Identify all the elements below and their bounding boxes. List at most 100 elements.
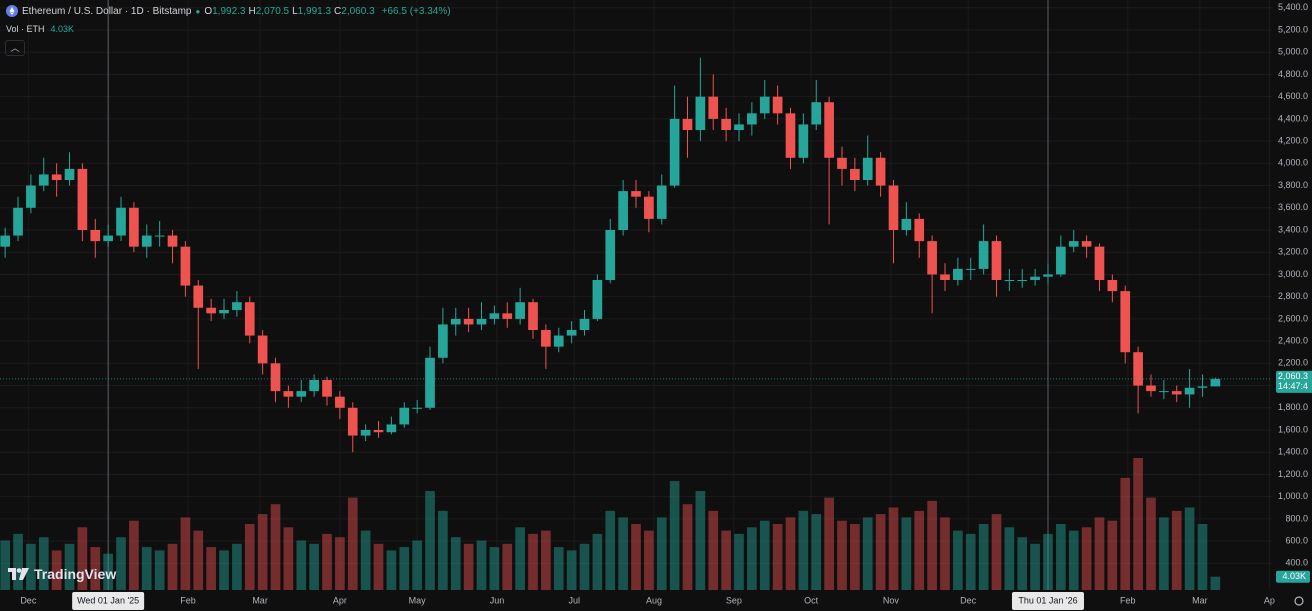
settings-icon[interactable] (1294, 596, 1304, 606)
x-tick-highlight (1011, 592, 1084, 610)
candle-body (13, 207, 23, 236)
volume-bar (965, 533, 976, 590)
candle-body (940, 274, 950, 280)
last-price-box (1276, 370, 1312, 393)
volume-bar (489, 547, 500, 590)
candle-body (953, 268, 963, 280)
candle-body (1107, 280, 1118, 292)
candle-body (1030, 276, 1040, 280)
candle-body (553, 335, 564, 347)
candle-body (566, 330, 577, 336)
candle-body (283, 391, 294, 397)
volume-title: Vol · ETH (6, 24, 45, 34)
volume-bar (1197, 524, 1208, 590)
candle-body (1210, 378, 1221, 387)
volume-bar (1004, 527, 1015, 590)
volume-bar (13, 533, 23, 590)
volume-bar (759, 520, 770, 590)
candle-body (244, 302, 255, 336)
y-tick-label: 1,800.0 (1278, 402, 1308, 412)
candle-body (360, 430, 371, 436)
volume-bar (476, 540, 487, 590)
candle-body (850, 168, 860, 180)
volume-bar (270, 504, 281, 590)
volume-bar (322, 533, 332, 590)
volume-bar (888, 507, 899, 590)
volume-bar (682, 504, 693, 590)
candle-body (914, 218, 925, 242)
candle-body (116, 207, 126, 236)
candle-body (1171, 391, 1182, 395)
y-tick-label: 2,600.0 (1278, 313, 1308, 323)
candle-body (206, 307, 216, 314)
candle-body (1094, 246, 1105, 280)
candle-body (26, 185, 36, 208)
y-tick-label: 4,400.0 (1278, 113, 1308, 123)
candle-body (528, 302, 538, 330)
x-tick-label: Apr (333, 595, 347, 605)
x-tick-label: Aug (646, 595, 662, 605)
volume-label: 4.03K (1282, 571, 1306, 581)
candle-body (1197, 386, 1208, 388)
volume-bar (528, 533, 538, 590)
candle-body (270, 363, 281, 392)
brand-name: TradingView (34, 566, 117, 582)
candle-body (824, 102, 834, 158)
volume-bar (592, 533, 603, 590)
volume-bar (77, 527, 88, 590)
y-tick-label: 3,800.0 (1278, 180, 1308, 190)
last-price-label: 2,060.3 (1278, 371, 1308, 381)
candle-body (644, 196, 654, 219)
y-tick-label: 4,200.0 (1278, 135, 1308, 145)
candle-body (708, 96, 719, 119)
candle-body (875, 157, 886, 186)
candle-body (1120, 291, 1131, 353)
candle-body (103, 235, 113, 242)
volume-bar (1133, 458, 1143, 590)
brand-logo (8, 568, 29, 580)
candle-body (141, 235, 152, 247)
candle-body (965, 268, 976, 270)
volume-bar (1184, 507, 1195, 590)
collapse-button[interactable]: ︿ (5, 40, 25, 56)
volume-legend: Vol · ETH 4.03K (6, 24, 74, 34)
y-tick-label: 1,400.0 (1278, 447, 1308, 457)
x-tick-label: Dec (20, 595, 37, 605)
y-tick-label: 3,000.0 (1278, 269, 1308, 279)
volume-bar (824, 497, 834, 590)
y-tick-label: 3,600.0 (1278, 202, 1308, 212)
volume-bar (438, 510, 448, 590)
candle-body (219, 310, 229, 314)
candle-body (515, 302, 525, 319)
y-tick-label: 1,600.0 (1278, 424, 1308, 434)
volume-bar (38, 537, 49, 590)
x-tick-label: May (409, 595, 427, 605)
volume-bar (850, 524, 860, 590)
volume-bar (180, 517, 191, 590)
candle-body (167, 235, 178, 247)
y-tick-label: 2,200.0 (1278, 358, 1308, 368)
volume-bar (644, 530, 654, 590)
volume-bar (116, 537, 126, 590)
candle-body (154, 235, 165, 237)
volume-bar (206, 547, 216, 590)
y-tick-label: 3,200.0 (1278, 247, 1308, 257)
candle-body (837, 157, 847, 169)
volume-bar (837, 520, 847, 590)
volume-bar (154, 550, 165, 590)
volume-bar (1043, 533, 1053, 590)
candle-body (51, 174, 62, 180)
volume-bar (1159, 517, 1169, 590)
candle-body (129, 207, 139, 247)
y-tick-label: 2,800.0 (1278, 291, 1308, 301)
volume-bar (463, 543, 474, 590)
candle-body (399, 407, 410, 425)
ohlc-value: 2,070.5 (255, 5, 290, 17)
x-tick-label: Jul (568, 595, 580, 605)
x-tick-label: Oct (804, 595, 819, 605)
volume-bar (875, 514, 886, 590)
y-tick-label: 4,600.0 (1278, 91, 1308, 101)
candle-body (1146, 385, 1156, 392)
volume-bar (64, 543, 75, 590)
